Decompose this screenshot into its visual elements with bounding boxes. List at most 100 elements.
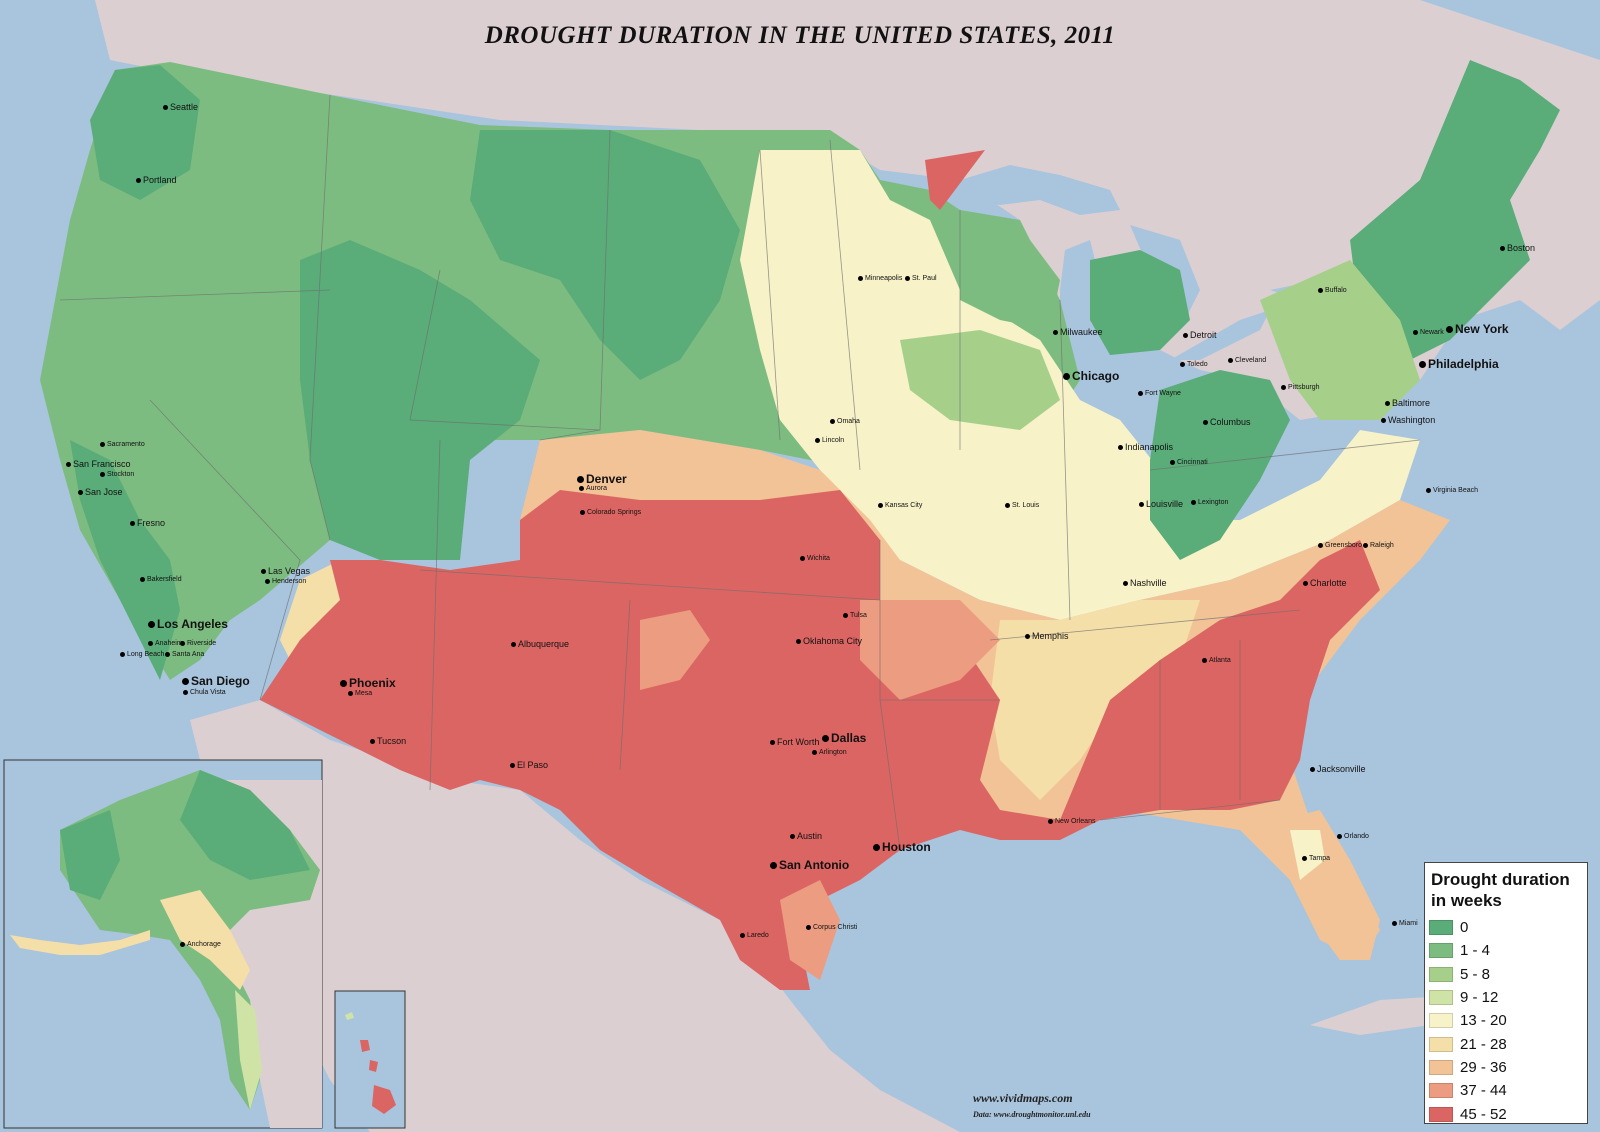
legend-row: 1 - 4 [1429,939,1583,962]
city-san-jose: San Jose [78,487,123,497]
city-long-beach: Long Beach [120,651,164,658]
city-st-paul: St. Paul [905,275,937,282]
legend-row: 21 - 28 [1429,1032,1583,1055]
legend-swatch [1429,1036,1453,1052]
city-oklahoma-city: Oklahoma City [796,636,862,646]
city-nashville: Nashville [1123,578,1167,588]
city-colorado-springs: Colorado Springs [580,509,641,516]
city-austin: Austin [790,831,822,841]
legend-title: Drought duration in weeks [1431,870,1570,910]
city-miami: Miami [1392,920,1418,927]
region-northeast-light [1260,260,1420,420]
city-houston: Houston [873,840,931,854]
legend-label: 5 - 8 [1460,965,1491,983]
city-seattle: Seattle [163,102,198,112]
legend-label: 21 - 28 [1460,1035,1507,1053]
city-new-orleans: New Orleans [1048,818,1095,825]
region-severe-south [260,490,1380,990]
legend-row: 45 - 52 [1429,1102,1583,1125]
legend-label: 29 - 36 [1460,1058,1507,1076]
city-boston: Boston [1500,243,1535,253]
legend-row: 0 [1429,916,1583,939]
city-toledo: Toledo [1180,361,1208,368]
legend: Drought duration in weeks 0 1 - 4 5 - 8 … [1424,862,1588,1124]
city-tulsa: Tulsa [843,612,867,619]
city-san-antonio: San Antonio [770,858,849,872]
city-columbus: Columbus [1203,417,1251,427]
city-indianapolis: Indianapolis [1118,442,1173,452]
city-stockton: Stockton [100,471,134,478]
city-memphis: Memphis [1025,631,1069,641]
city-dallas: Dallas [822,731,866,745]
region-midwest-yellow [740,150,1420,620]
city-raleigh: Raleigh [1363,542,1394,549]
city-bakersfield: Bakersfield [140,576,182,583]
city-newark: Newark [1413,329,1444,336]
legend-swatch [1429,1106,1453,1122]
aleutians [10,930,150,955]
hawaii-big-island [372,1085,396,1114]
city-pittsburgh: Pittsburgh [1281,384,1320,391]
city-orlando: Orlando [1337,833,1369,840]
map-title: DROUGHT DURATION IN THE UNITED STATES, 2… [484,22,1116,49]
state-borders [59,94,1421,851]
city-new-york: New York [1446,322,1509,336]
city-omaha: Omaha [830,418,860,425]
alaska-zero [180,770,310,880]
region-mn-red [925,150,985,210]
legend-row: 29 - 36 [1429,1056,1583,1079]
city-philadelphia: Philadelphia [1419,357,1499,371]
city-minneapolis: Minneapolis [858,275,902,282]
city-tucson: Tucson [370,736,406,746]
hawaii-islands-mid [360,1040,378,1072]
city-jacksonville: Jacksonville [1310,764,1366,774]
city-st-louis: St. Louis [1005,502,1039,509]
city-fort-worth: Fort Worth [770,737,819,747]
city-cleveland: Cleveland [1228,357,1266,364]
city-riverside: Riverside [180,640,216,647]
credit-link[interactable]: www.vividmaps.com [973,1091,1073,1105]
legend-swatch [1429,1083,1453,1099]
region-michigan-green [1090,250,1190,355]
city-atlanta: Atlanta [1202,657,1231,664]
region-wisconsin-green [960,240,1060,330]
region-ar-orange [860,600,1000,700]
region-zero-pacific [90,65,200,200]
hawaii-islands-north [345,1012,354,1020]
city-henderson: Henderson [265,578,306,585]
legend-row: 37 - 44 [1429,1079,1583,1102]
legend-label: 1 - 4 [1460,942,1491,960]
alaska-west-zero [60,810,120,900]
city-san-diego: San Diego [182,674,250,688]
data-source: Data: www.droughtmonitor.unl.edu [973,1110,1091,1119]
city-cincinnati: Cincinnati [1170,459,1208,466]
city-louisville: Louisville [1139,499,1183,509]
region-northeast-green [1350,60,1560,360]
legend-swatch [1429,1059,1453,1075]
city-portland: Portland [136,175,177,185]
city-las-vegas: Las Vegas [261,566,310,576]
city-mesa: Mesa [348,690,372,697]
region-fl-light [1290,830,1325,880]
hawaii-inset-frame [334,990,406,1129]
city-fresno: Fresno [130,518,165,528]
city-buffalo: Buffalo [1318,287,1347,294]
alaska-panhandle [235,990,262,1110]
city-greensboro: Greensboro [1318,542,1362,549]
region-zero-plains [470,130,740,380]
legend-label: 37 - 44 [1460,1082,1507,1100]
legend-row: 9 - 12 [1429,986,1583,1009]
city-los-angeles: Los Angeles [148,617,228,631]
region-zero-calcoast [70,440,180,680]
city-corpus-christi: Corpus Christi [806,924,857,931]
city-santa-ana: Santa Ana [165,651,204,658]
city-sacramento: Sacramento [100,441,145,448]
legend-swatch [1429,920,1453,936]
city-lexington: Lexington [1191,499,1228,506]
region-coast-orange [780,880,840,980]
city-tampa: Tampa [1302,855,1330,862]
city-aurora: Aurora [579,485,607,492]
city-el-paso: El Paso [510,760,548,770]
city-san-francisco: San Francisco [66,459,131,469]
